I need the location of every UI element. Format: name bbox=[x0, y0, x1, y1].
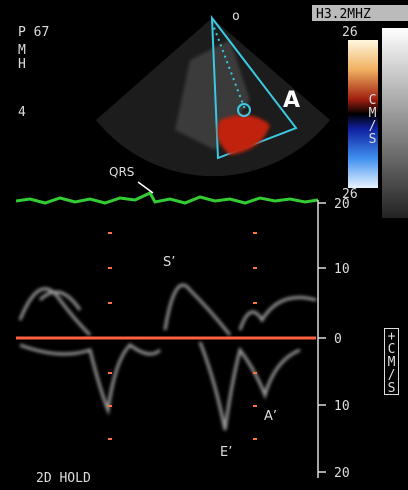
ecg-trace bbox=[16, 193, 318, 203]
doppler-unit: +CM/S bbox=[384, 328, 399, 395]
qrs-label: QRS bbox=[109, 165, 134, 179]
left-label: 4 bbox=[18, 105, 26, 120]
e-wave-label: E’ bbox=[220, 445, 232, 460]
scale-label: 10 bbox=[334, 399, 350, 414]
color-bar-unit: CM/S bbox=[366, 93, 379, 145]
scale-label: 20 bbox=[334, 197, 350, 212]
ultrasound-screen: o A H3.2MHZ P 67 M H 4 26 26 QRS 20 10 0… bbox=[0, 0, 408, 490]
scale-ticks bbox=[318, 203, 326, 472]
marker: o bbox=[232, 9, 240, 24]
s-wave-label: S’ bbox=[163, 255, 175, 270]
view-label: A bbox=[283, 88, 300, 113]
left-label: P 67 bbox=[18, 25, 49, 40]
status: 2D HOLD bbox=[36, 471, 91, 486]
left-label: H bbox=[18, 57, 26, 72]
color-bar-top: 26 bbox=[342, 25, 358, 40]
scale-label: 0 bbox=[334, 332, 342, 347]
scale-label: 10 bbox=[334, 262, 350, 277]
left-label: M bbox=[18, 43, 26, 58]
scale-label: 20 bbox=[334, 466, 350, 481]
frequency: H3.2MHZ bbox=[316, 7, 371, 22]
a-wave-label: A’ bbox=[264, 409, 277, 424]
display: o A H3.2MHZ P 67 M H 4 26 26 QRS 20 10 0… bbox=[0, 0, 408, 490]
qrs-arrow bbox=[138, 182, 153, 193]
gray-bar bbox=[382, 28, 408, 218]
tick-markers bbox=[108, 232, 257, 440]
